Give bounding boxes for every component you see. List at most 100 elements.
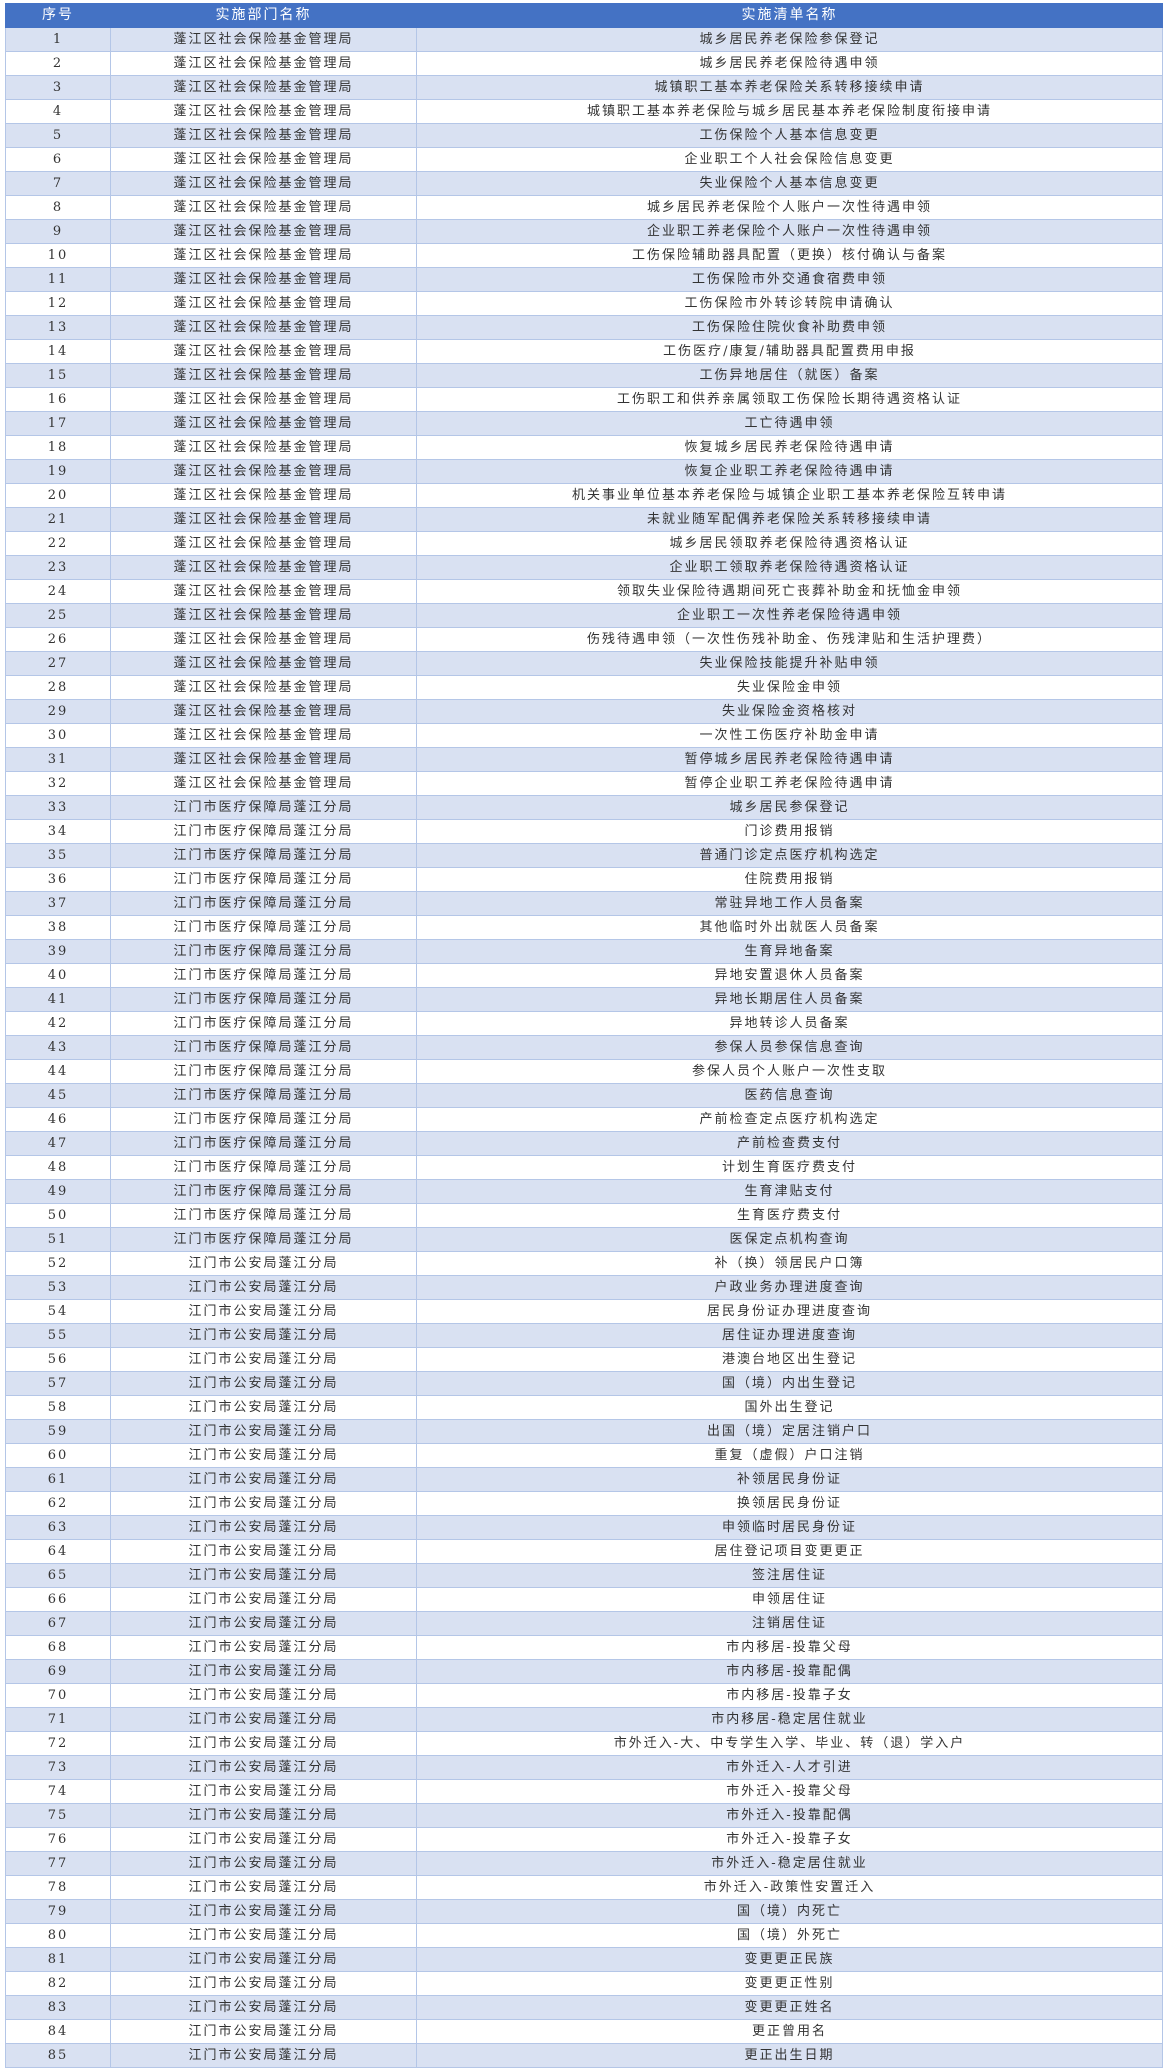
item-name-cell: 补领居民身份证: [416, 1467, 1163, 1492]
serial-number-cell: 34: [5, 819, 111, 844]
header-item-name: 实施清单名称: [416, 3, 1163, 28]
item-name-cell: 工伤保险个人基本信息变更: [416, 123, 1163, 148]
item-name-cell: 一次性工伤医疗补助金申请: [416, 723, 1163, 748]
item-name-cell: 参保人员个人账户一次性支取: [416, 1059, 1163, 1084]
department-cell: 江门市公安局蓬江分局: [110, 1803, 417, 1828]
table-row: 17 蓬江区社会保险基金管理局 工亡待遇申领: [5, 411, 1163, 436]
table-row: 3 蓬江区社会保险基金管理局 城镇职工基本养老保险关系转移接续申请: [5, 75, 1163, 100]
serial-number-cell: 45: [5, 1083, 111, 1108]
table-row: 34 江门市医疗保障局蓬江分局 门诊费用报销: [5, 819, 1163, 844]
serial-number-cell: 35: [5, 843, 111, 868]
item-name-cell: 城乡居民养老保险参保登记: [416, 27, 1163, 52]
serial-number-cell: 50: [5, 1203, 111, 1228]
table-row: 75 江门市公安局蓬江分局 市外迁入-投靠配偶: [5, 1803, 1163, 1828]
table-row: 85 江门市公安局蓬江分局 更正出生日期: [5, 2043, 1163, 2068]
serial-number-cell: 5: [5, 123, 111, 148]
serial-number-cell: 20: [5, 483, 111, 508]
table-row: 82 江门市公安局蓬江分局 变更更正性别: [5, 1971, 1163, 1996]
table-row: 29 蓬江区社会保险基金管理局 失业保险金资格核对: [5, 699, 1163, 724]
table-row: 64 江门市公安局蓬江分局 居住登记项目变更更正: [5, 1539, 1163, 1564]
department-cell: 江门市公安局蓬江分局: [110, 1659, 417, 1684]
department-cell: 江门市公安局蓬江分局: [110, 1635, 417, 1660]
serial-number-cell: 71: [5, 1707, 111, 1732]
serial-number-cell: 57: [5, 1371, 111, 1396]
item-name-cell: 常驻异地工作人员备案: [416, 891, 1163, 916]
department-cell: 蓬江区社会保险基金管理局: [110, 483, 417, 508]
table-row: 83 江门市公安局蓬江分局 变更更正姓名: [5, 1995, 1163, 2020]
table-row: 78 江门市公安局蓬江分局 市外迁入-政策性安置迁入: [5, 1875, 1163, 1900]
item-name-cell: 医保定点机构查询: [416, 1227, 1163, 1252]
serial-number-cell: 28: [5, 675, 111, 700]
item-name-cell: 领取失业保险待遇期间死亡丧葬补助金和抚恤金申领: [416, 579, 1163, 604]
serial-number-cell: 70: [5, 1683, 111, 1708]
table-row: 26 蓬江区社会保险基金管理局 伤残待遇申领（一次性伤残补助金、伤残津贴和生活护理费…: [5, 627, 1163, 652]
table-row: 76 江门市公安局蓬江分局 市外迁入-投靠子女: [5, 1827, 1163, 1852]
item-name-cell: 更正曾用名: [416, 2019, 1163, 2044]
serial-number-cell: 55: [5, 1323, 111, 1348]
serial-number-cell: 46: [5, 1107, 111, 1132]
item-name-cell: 住院费用报销: [416, 867, 1163, 892]
item-name-cell: 城乡居民参保登记: [416, 795, 1163, 820]
table-row: 59 江门市公安局蓬江分局 出国（境）定居注销户口: [5, 1419, 1163, 1444]
table-row: 49 江门市医疗保障局蓬江分局 生育津贴支付: [5, 1179, 1163, 1204]
item-name-cell: 注销居住证: [416, 1611, 1163, 1636]
item-name-cell: 产前检查定点医疗机构选定: [416, 1107, 1163, 1132]
table-row: 71 江门市公安局蓬江分局 市内移居-稳定居住就业: [5, 1707, 1163, 1732]
department-cell: 江门市公安局蓬江分局: [110, 1587, 417, 1612]
serial-number-cell: 4: [5, 99, 111, 124]
serial-number-cell: 2: [5, 51, 111, 76]
item-name-cell: 失业保险个人基本信息变更: [416, 171, 1163, 196]
item-name-cell: 更正出生日期: [416, 2043, 1163, 2068]
department-cell: 蓬江区社会保险基金管理局: [110, 195, 417, 220]
serial-number-cell: 23: [5, 555, 111, 580]
table-row: 63 江门市公安局蓬江分局 申领临时居民身份证: [5, 1515, 1163, 1540]
serial-number-cell: 49: [5, 1179, 111, 1204]
item-name-cell: 市外迁入-稳定居住就业: [416, 1851, 1163, 1876]
serial-number-cell: 30: [5, 723, 111, 748]
department-cell: 江门市医疗保障局蓬江分局: [110, 1059, 417, 1084]
table-row: 7 蓬江区社会保险基金管理局 失业保险个人基本信息变更: [5, 171, 1163, 196]
table-row: 62 江门市公安局蓬江分局 换领居民身份证: [5, 1491, 1163, 1516]
department-cell: 江门市公安局蓬江分局: [110, 1419, 417, 1444]
department-cell: 江门市医疗保障局蓬江分局: [110, 891, 417, 916]
serial-number-cell: 16: [5, 387, 111, 412]
table-row: 39 江门市医疗保障局蓬江分局 生育异地备案: [5, 939, 1163, 964]
serial-number-cell: 13: [5, 315, 111, 340]
table-row: 1 蓬江区社会保险基金管理局 城乡居民养老保险参保登记: [5, 27, 1163, 52]
item-name-cell: 企业职工个人社会保险信息变更: [416, 147, 1163, 172]
table-row: 16 蓬江区社会保险基金管理局 工伤职工和供养亲属领取工伤保险长期待遇资格认证: [5, 387, 1163, 412]
department-cell: 江门市公安局蓬江分局: [110, 1323, 417, 1348]
serial-number-cell: 11: [5, 267, 111, 292]
department-cell: 蓬江区社会保险基金管理局: [110, 435, 417, 460]
serial-number-cell: 15: [5, 363, 111, 388]
department-cell: 江门市公安局蓬江分局: [110, 1923, 417, 1948]
department-cell: 江门市医疗保障局蓬江分局: [110, 1083, 417, 1108]
department-cell: 江门市公安局蓬江分局: [110, 1395, 417, 1420]
item-name-cell: 机关事业单位基本养老保险与城镇企业职工基本养老保险互转申请: [416, 483, 1163, 508]
department-cell: 江门市医疗保障局蓬江分局: [110, 1107, 417, 1132]
department-cell: 江门市公安局蓬江分局: [110, 1347, 417, 1372]
department-cell: 江门市公安局蓬江分局: [110, 1899, 417, 1924]
department-cell: 江门市公安局蓬江分局: [110, 1779, 417, 1804]
department-cell: 蓬江区社会保险基金管理局: [110, 651, 417, 676]
department-cell: 江门市医疗保障局蓬江分局: [110, 843, 417, 868]
department-cell: 江门市医疗保障局蓬江分局: [110, 987, 417, 1012]
item-name-cell: 恢复城乡居民养老保险待遇申请: [416, 435, 1163, 460]
serial-number-cell: 82: [5, 1971, 111, 1996]
serial-number-cell: 51: [5, 1227, 111, 1252]
table-row: 22 蓬江区社会保险基金管理局 城乡居民领取养老保险待遇资格认证: [5, 531, 1163, 556]
department-cell: 江门市公安局蓬江分局: [110, 1971, 417, 1996]
department-cell: 蓬江区社会保险基金管理局: [110, 675, 417, 700]
table-row: 65 江门市公安局蓬江分局 签注居住证: [5, 1563, 1163, 1588]
serial-number-cell: 27: [5, 651, 111, 676]
serial-number-cell: 83: [5, 1995, 111, 2020]
table-row: 66 江门市公安局蓬江分局 申领居住证: [5, 1587, 1163, 1612]
serial-number-cell: 1: [5, 27, 111, 52]
table-row: 6 蓬江区社会保险基金管理局 企业职工个人社会保险信息变更: [5, 147, 1163, 172]
table-row: 36 江门市医疗保障局蓬江分局 住院费用报销: [5, 867, 1163, 892]
table-row: 42 江门市医疗保障局蓬江分局 异地转诊人员备案: [5, 1011, 1163, 1036]
serial-number-cell: 64: [5, 1539, 111, 1564]
table-row: 32 蓬江区社会保险基金管理局 暂停企业职工养老保险待遇申请: [5, 771, 1163, 796]
department-cell: 蓬江区社会保险基金管理局: [110, 555, 417, 580]
department-cell: 蓬江区社会保险基金管理局: [110, 627, 417, 652]
